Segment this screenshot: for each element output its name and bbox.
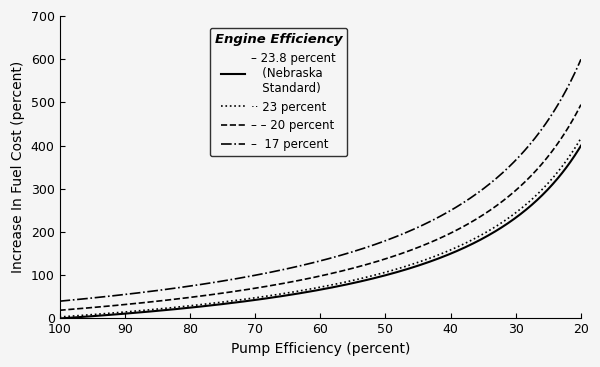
X-axis label: Pump Efficiency (percent): Pump Efficiency (percent) bbox=[230, 342, 410, 356]
Legend: – 23.8 percent
   (Nebraska
   Standard), ·· 23 percent, – – 20 percent, –  17 p: – 23.8 percent (Nebraska Standard), ·· 2… bbox=[210, 28, 347, 156]
Y-axis label: Increase In Fuel Cost (percent): Increase In Fuel Cost (percent) bbox=[11, 61, 25, 273]
